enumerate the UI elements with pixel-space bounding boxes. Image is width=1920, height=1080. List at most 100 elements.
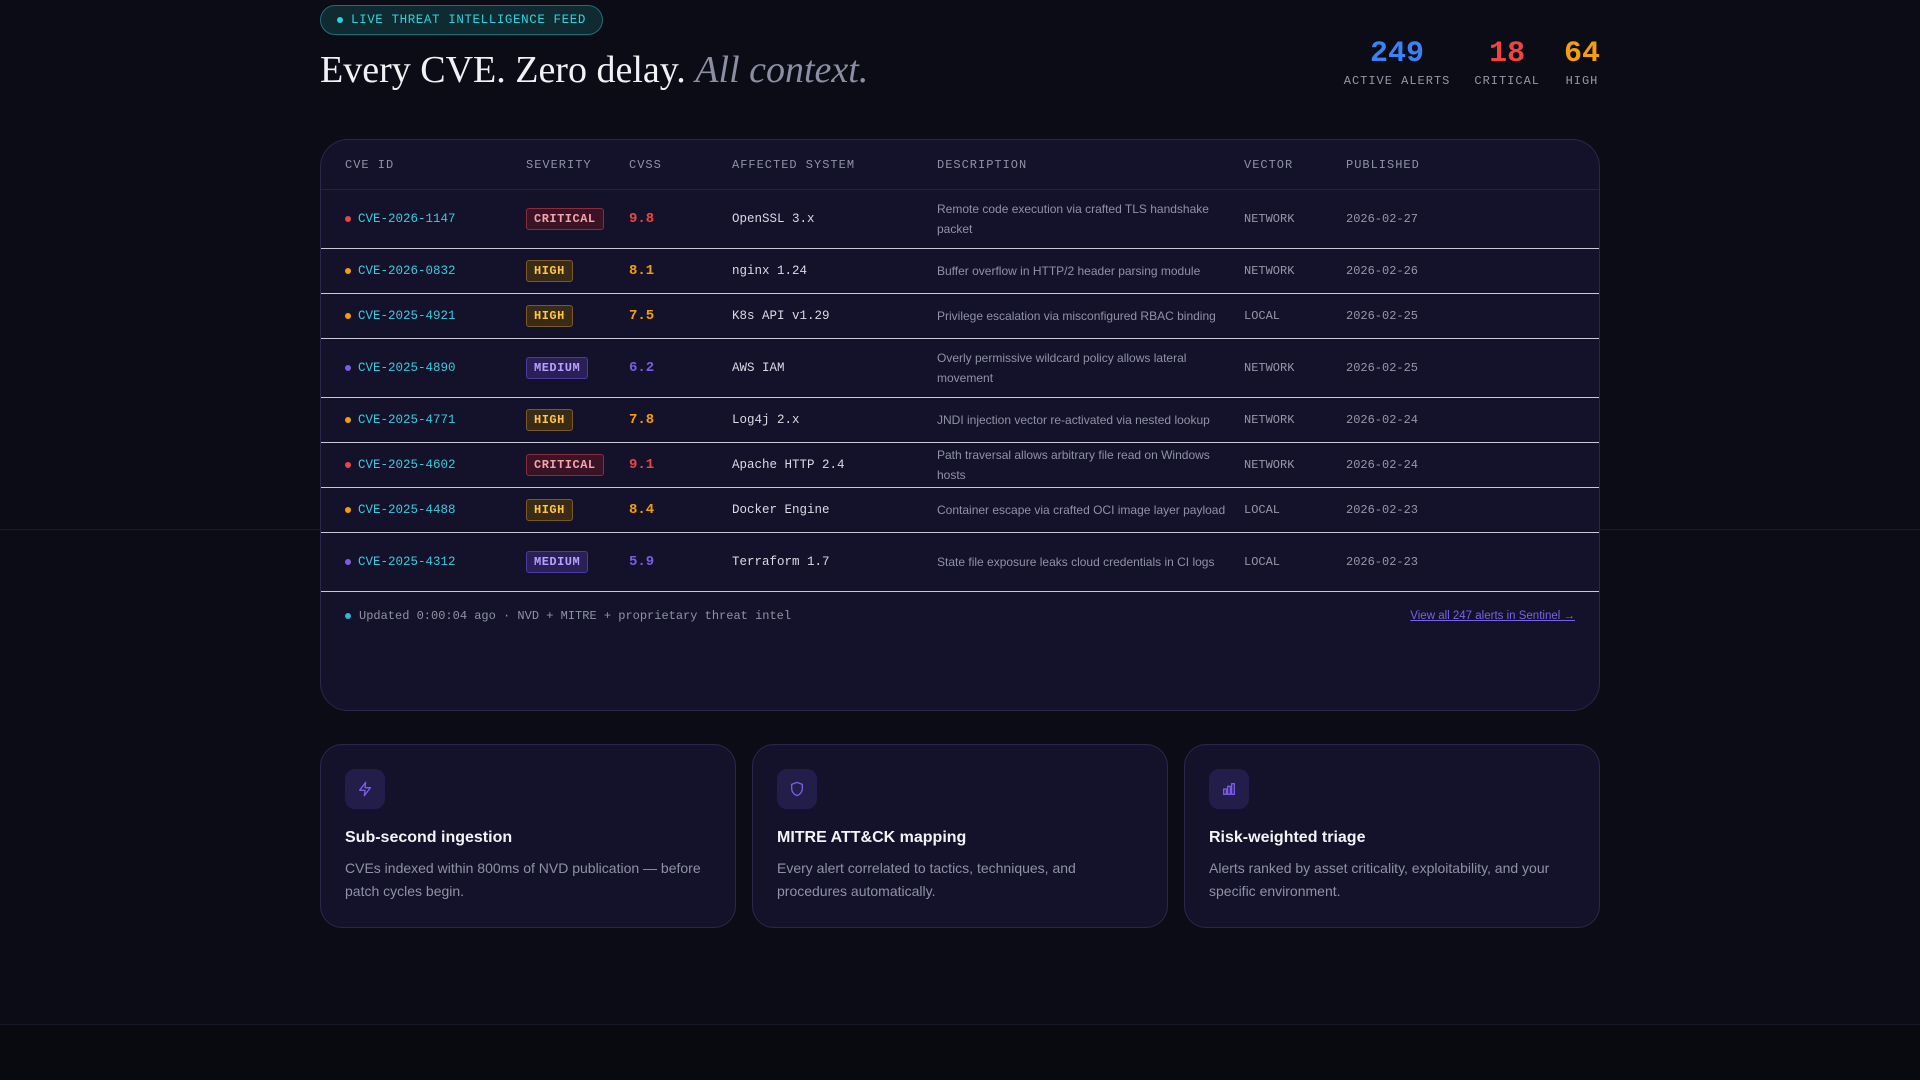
published-date: 2026-02-23 [1346,555,1419,569]
feature-card: Risk-weighted triage Alerts ranked by ass… [1184,744,1600,928]
published-date: 2026-02-26 [1346,264,1419,278]
severity-badge: MEDIUM [526,357,589,379]
cvss-score: 8.4 [629,502,655,518]
live-feed-badge: LIVE THREAT INTELLIGENCE FEED [320,5,603,35]
cve-id-link[interactable]: CVE-2025-4921 [358,309,456,323]
affected-system: nginx 1.24 [732,264,808,278]
table-row[interactable]: CVE-2026-1147 CRITICAL 9.8 OpenSSL 3.x Remot… [321,190,1599,249]
feature-cards: Sub-second ingestion CVEs indexed within … [320,744,1600,928]
table-row[interactable]: CVE-2025-4312 MEDIUM 5.9 Terraform 1.7 State… [321,533,1599,592]
vector: NETWORK [1244,458,1295,472]
affected-system: Docker Engine [732,503,830,517]
cve-id-link[interactable]: CVE-2025-4602 [358,458,456,472]
cve-id-cell: CVE-2026-0832 [321,264,526,278]
stat-label: CRITICAL [1474,74,1540,88]
severity-dot [345,417,351,423]
table-row[interactable]: CVE-2025-4771 HIGH 7.8 Log4j 2.x JNDI inject… [321,398,1599,443]
cvss-score: 8.1 [629,263,655,279]
cvss-cell: 8.1 [629,263,732,279]
live-status-dot [337,17,343,23]
cve-id-link[interactable]: CVE-2025-4890 [358,361,456,375]
shield-icon [777,769,817,809]
cvss-score: 7.5 [629,308,655,324]
cve-id-link[interactable]: CVE-2026-0832 [358,264,456,278]
bar-chart-icon [1209,769,1249,809]
severity-badge: CRITICAL [526,208,604,230]
cvss-score: 9.1 [629,457,655,473]
table-row[interactable]: CVE-2025-4602 CRITICAL 9.1 Apache HTTP 2.4 P… [321,443,1599,488]
cve-id-link[interactable]: CVE-2025-4488 [358,503,456,517]
cvss-cell: 9.1 [629,457,732,473]
cve-id-cell: CVE-2025-4890 [321,361,526,375]
page-title: Every CVE. Zero delay. All context. [320,48,868,92]
vector: LOCAL [1244,503,1281,517]
cve-id-link[interactable]: CVE-2025-4771 [358,413,456,427]
table-body: CVE-2026-1147 CRITICAL 9.8 OpenSSL 3.x Remot… [321,190,1599,592]
title-accent: All context. [695,49,869,91]
column-header[interactable]: AFFECTED SYSTEM [732,157,856,172]
update-status-text: Updated 0:00:04 ago · NVD + MITRE + prop… [359,609,792,623]
severity-cell: HIGH [526,499,629,521]
view-all-alerts-link[interactable]: View all 247 alerts in Sentinel → [1410,610,1575,622]
severity-dot [345,559,351,565]
table-header: CVE ID SEVERITY CVSS AFFECTED SYSTEM DESCRIP… [321,140,1599,190]
published-date: 2026-02-23 [1346,503,1419,517]
column-header[interactable]: CVSS [629,157,662,172]
severity-cell: CRITICAL [526,208,629,230]
stats-summary: 249 ACTIVE ALERTS 18 CRITICAL 64 HIGH [1344,36,1600,88]
severity-dot [345,313,351,319]
feature-title: MITRE ATT&CK mapping [777,829,967,846]
cve-id-cell: CVE-2025-4771 [321,413,526,427]
severity-cell: HIGH [526,409,629,431]
table-row[interactable]: CVE-2025-4890 MEDIUM 6.2 AWS IAM Overly perm… [321,339,1599,398]
vector: NETWORK [1244,413,1295,427]
published-date: 2026-02-25 [1346,361,1419,375]
column-header[interactable]: DESCRIPTION [937,157,1028,172]
cve-table: CVE ID SEVERITY CVSS AFFECTED SYSTEM DESCRIP… [320,139,1600,711]
severity-dot [345,507,351,513]
severity-cell: CRITICAL [526,454,629,476]
column-header[interactable]: PUBLISHED [1346,157,1420,172]
cvss-cell: 7.5 [629,308,732,324]
published-date: 2026-02-25 [1346,309,1419,323]
severity-cell: MEDIUM [526,551,629,573]
feature-title: Risk-weighted triage [1209,829,1366,846]
severity-cell: HIGH [526,260,629,282]
feature-card: MITRE ATT&CK mapping Every alert correlat… [752,744,1168,928]
cvss-score: 9.8 [629,211,655,227]
table-row[interactable]: CVE-2026-0832 HIGH 8.1 nginx 1.24 Buffer ove… [321,249,1599,294]
affected-system: Terraform 1.7 [732,555,830,569]
table-row[interactable]: CVE-2025-4921 HIGH 7.5 K8s API v1.29 Privile… [321,294,1599,339]
affected-system: Apache HTTP 2.4 [732,458,845,472]
severity-badge: HIGH [526,409,573,431]
severity-badge: MEDIUM [526,551,589,573]
column-header[interactable]: CVE ID [345,157,395,172]
severity-badge: HIGH [526,305,573,327]
description: Container escape via crafted OCI image l… [937,503,1226,517]
column-header[interactable]: VECTOR [1244,157,1294,172]
cvss-cell: 7.8 [629,412,732,428]
cve-id-link[interactable]: CVE-2025-4312 [358,555,456,569]
cve-id-link[interactable]: CVE-2026-1147 [358,212,456,226]
published-date: 2026-02-27 [1346,212,1419,226]
vector: NETWORK [1244,212,1295,226]
vector: LOCAL [1244,309,1281,323]
update-status: Updated 0:00:04 ago · NVD + MITRE + prop… [345,609,791,623]
published-date: 2026-02-24 [1346,413,1419,427]
vector: LOCAL [1244,555,1281,569]
description: Remote code execution via crafted TLS ha… [937,202,1209,236]
cvss-score: 5.9 [629,554,655,570]
stat-critical: 18 CRITICAL [1474,36,1540,88]
live-feed-label: LIVE THREAT INTELLIGENCE FEED [351,13,586,27]
stat-label: HIGH [1565,74,1599,88]
column-header[interactable]: SEVERITY [526,157,592,172]
table-row[interactable]: CVE-2025-4488 HIGH 8.4 Docker Engine Contain… [321,488,1599,533]
cvss-cell: 5.9 [629,554,732,570]
cvss-cell: 8.4 [629,502,732,518]
cvss-score: 7.8 [629,412,655,428]
feature-card: Sub-second ingestion CVEs indexed within … [320,744,736,928]
severity-badge: HIGH [526,499,573,521]
description: Overly permissive wildcard policy allows… [937,351,1187,385]
stat-value: 64 [1563,37,1600,71]
description: JNDI injection vector re-activated via n… [937,413,1210,427]
